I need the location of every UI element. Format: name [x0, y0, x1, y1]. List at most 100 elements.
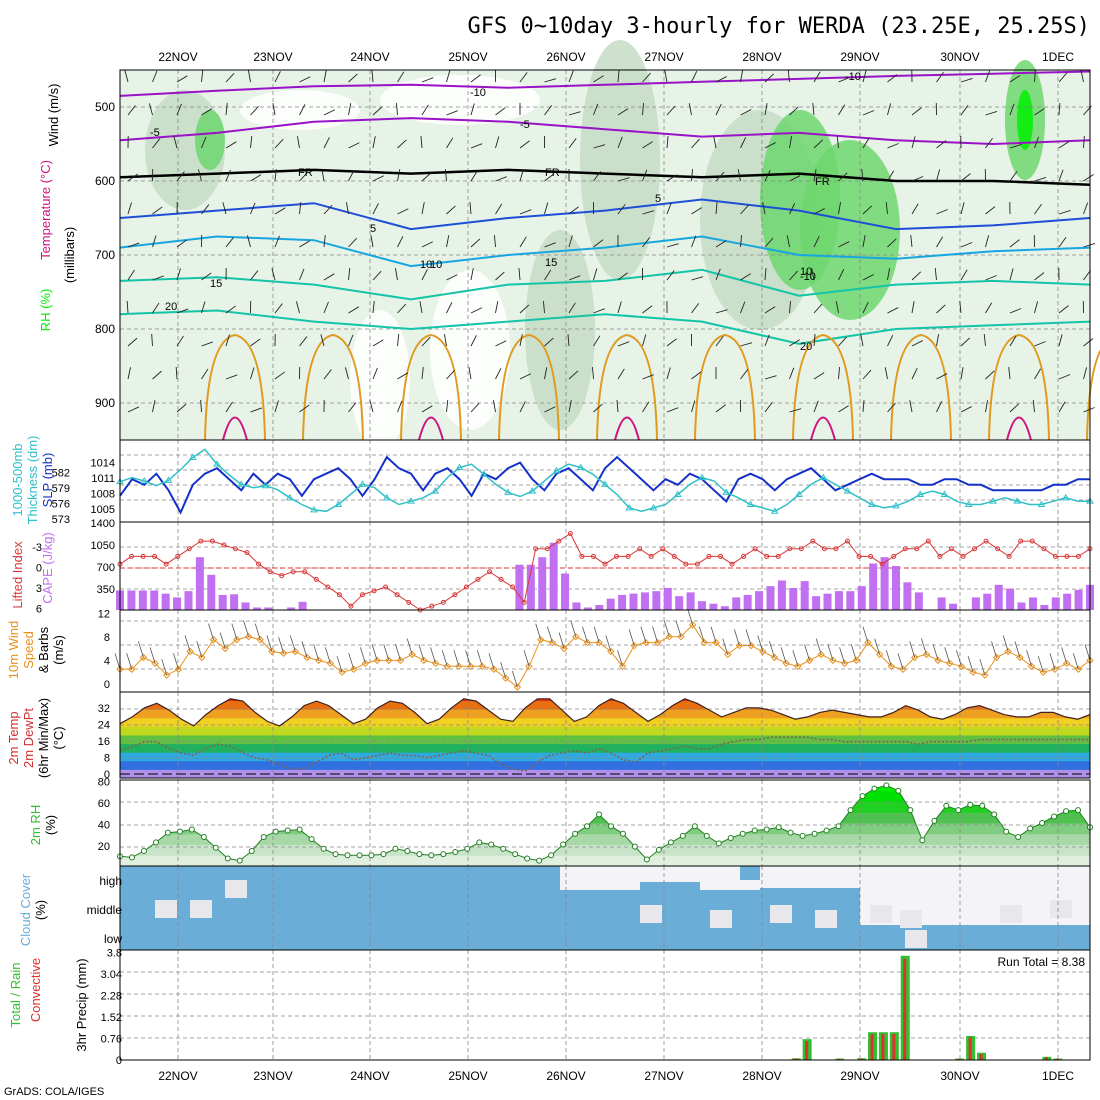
wind-barb: [348, 237, 358, 248]
wind-barb: [740, 301, 746, 314]
rh-color-band: [120, 812, 1090, 824]
cape-bar: [184, 591, 193, 610]
precip-convective-bar: [805, 1041, 809, 1060]
cape-bar: [230, 594, 239, 610]
thickness-marker: [310, 505, 318, 513]
wind-barb: [1080, 70, 1084, 83]
wind-barb: [544, 202, 549, 215]
cloud-mid-patch: [1000, 905, 1022, 923]
thickness-marker: [552, 466, 561, 474]
wind-barb: [323, 273, 335, 281]
wind-speed-marker: [478, 662, 486, 671]
wind-barb: [348, 170, 355, 182]
cape-bar: [583, 607, 592, 610]
slp-tick-label: 1011: [91, 473, 115, 485]
wind-speed-marker: [455, 662, 463, 671]
wind-barb: [1058, 72, 1068, 83]
dewpoint-line: [119, 736, 1090, 772]
wind-barb: [568, 70, 574, 83]
temperature-line: [119, 698, 1091, 727]
wind-barb: [250, 270, 259, 281]
lifted-index-marker: [163, 561, 169, 567]
wind-barb: [1058, 210, 1071, 215]
precip-convective-bar: [979, 1054, 983, 1060]
wind-barb: [519, 72, 528, 83]
rh-marker: [248, 847, 255, 854]
thickness-marker: [819, 473, 828, 481]
wind-barb: [201, 301, 206, 314]
cape-bar: [800, 581, 809, 610]
wind-barb: [936, 334, 940, 347]
wind-barb: [348, 334, 354, 347]
wind-barb: [519, 236, 527, 248]
surface-wind-barb: [324, 647, 331, 664]
wind-barb: [642, 305, 653, 314]
wind-barb: [740, 70, 744, 83]
lifted-index-marker: [360, 592, 365, 598]
lifted-index-marker: [175, 553, 181, 559]
lifted-index-marker: [325, 584, 331, 590]
wind-barb: [862, 110, 875, 116]
rh-marker: [428, 852, 435, 859]
wind-barb: [274, 400, 279, 413]
surface-wind-barb: [371, 644, 378, 661]
contour-label: 15: [210, 278, 222, 290]
cape-bar: [241, 602, 250, 610]
cape-bar: [298, 601, 307, 610]
wind-barb: [740, 204, 749, 215]
wind-barb: [271, 268, 276, 281]
lifted-index-marker: [221, 542, 227, 548]
wind-speed-marker: [840, 659, 849, 668]
surface-wind-barb: [1061, 647, 1068, 664]
lifted-index-marker: [1052, 553, 1058, 559]
contour-label: 10: [800, 266, 812, 278]
cape-bar: [1006, 588, 1015, 610]
contour-label: 15: [545, 257, 557, 269]
wind-barb: [1083, 407, 1095, 413]
wind-speed-marker: [724, 650, 732, 659]
lifted-index-marker: [475, 576, 481, 582]
wind-speed-marker: [688, 621, 697, 629]
rh-shading: [525, 230, 595, 430]
lifted-index-marker: [694, 561, 700, 567]
cloud-mid-patch: [225, 880, 247, 898]
surface-wind-barb: [675, 620, 682, 637]
thickness-marker: [867, 500, 876, 508]
thickness-marker: [237, 480, 246, 487]
wind-barb: [127, 202, 132, 215]
li-tick-label: 0: [36, 563, 42, 575]
wind-barb: [421, 336, 431, 347]
wind-barb: [176, 335, 184, 347]
wind-barb: [397, 400, 403, 413]
rh-marker: [691, 823, 698, 830]
thickness-tick-label: 579: [52, 483, 70, 495]
lifted-index-line: [119, 532, 1091, 611]
rh-marker: [655, 846, 662, 853]
wind-barb: [862, 235, 866, 248]
wind-barb: [715, 171, 725, 182]
wind-barb: [421, 269, 428, 281]
surface-wind-barb: [254, 623, 261, 640]
lifted-index-marker: [902, 546, 908, 552]
lifted-index-marker: [752, 546, 758, 552]
wind-barb: [1058, 374, 1071, 380]
rh-marker: [607, 823, 614, 830]
contour-label: 20: [165, 301, 177, 313]
wind-barb: [323, 204, 333, 215]
rh-marker: [368, 852, 375, 859]
run-total-annotation: Run Total = 8.38: [997, 955, 1085, 969]
thickness-marker: [455, 463, 464, 471]
wind-barb: [764, 237, 774, 248]
wind-barb: [176, 239, 187, 248]
panel-axis-label: Total / Rain: [8, 962, 23, 1027]
wind-barb: [740, 109, 752, 116]
wind-barb: [348, 306, 360, 314]
rh-marker: [500, 845, 507, 852]
wind-barb: [1058, 141, 1070, 149]
rh-panel: 20 40 60 80 2m RH (%): [28, 777, 1093, 867]
date-label-top: 28NOV: [742, 50, 781, 64]
rh-marker: [931, 817, 938, 824]
cape-tick-label: 1400: [91, 518, 115, 530]
wind-barb: [666, 338, 677, 347]
wind-barb: [1083, 338, 1094, 347]
